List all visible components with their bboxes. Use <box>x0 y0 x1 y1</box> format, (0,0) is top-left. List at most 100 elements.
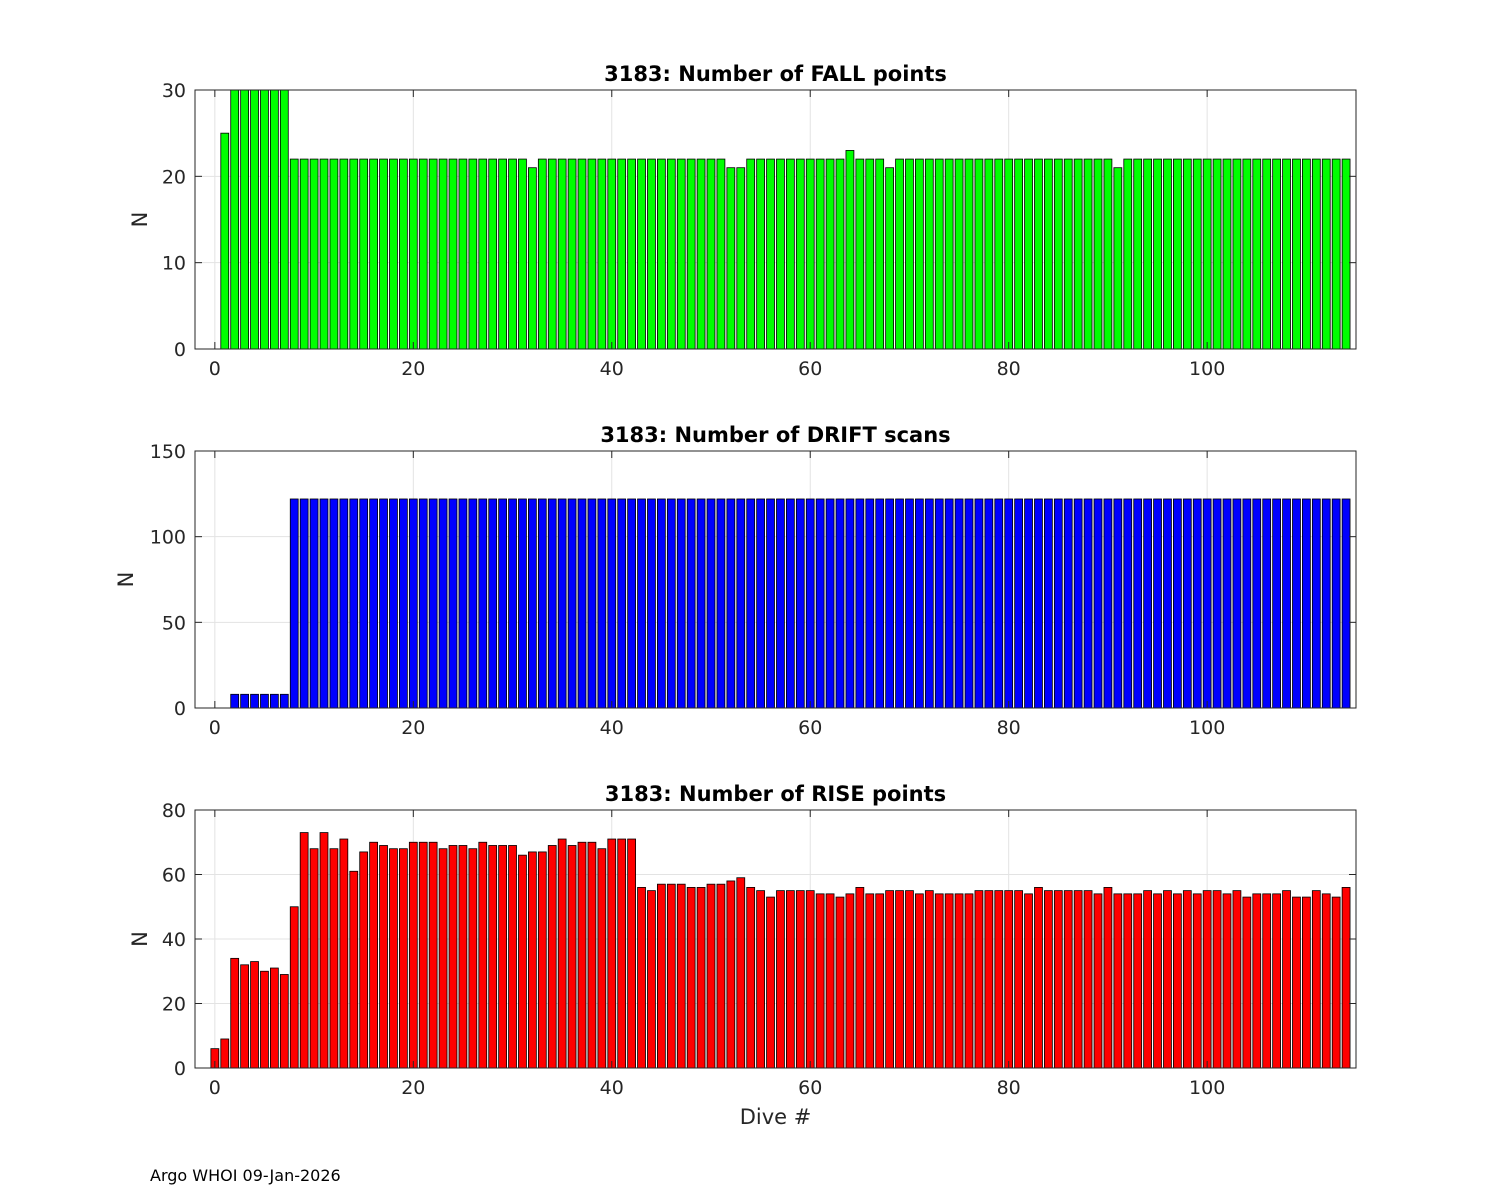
bar <box>428 158 438 350</box>
bar <box>1093 158 1103 350</box>
bar <box>508 845 517 1069</box>
bar <box>349 498 359 709</box>
bar <box>1034 887 1043 1069</box>
x-tick-label: 0 <box>209 1077 221 1099</box>
y-axis-label: N <box>128 212 152 228</box>
bar <box>577 498 587 709</box>
bar <box>934 158 944 350</box>
bar <box>1004 498 1014 709</box>
bar <box>1292 896 1301 1069</box>
bar <box>557 158 567 350</box>
bar <box>1163 498 1172 709</box>
axes-box <box>194 450 1357 709</box>
x-tick-label: 60 <box>798 717 822 739</box>
bar <box>468 498 478 709</box>
x-tick-label: 100 <box>1189 358 1225 380</box>
bar <box>408 841 418 1069</box>
bar <box>428 498 438 709</box>
bar <box>537 851 547 1069</box>
bar <box>825 498 835 709</box>
bar <box>1103 158 1113 350</box>
bar <box>458 845 468 1069</box>
bar <box>895 498 904 709</box>
bar <box>597 498 607 709</box>
bar <box>855 498 865 709</box>
bar <box>1331 896 1341 1069</box>
bar <box>726 880 736 1069</box>
bar <box>825 893 835 1069</box>
bar <box>260 970 269 1069</box>
bar <box>706 883 716 1069</box>
bar <box>984 890 994 1069</box>
bar <box>230 693 240 709</box>
bar <box>547 498 557 709</box>
bar <box>260 693 269 709</box>
bar <box>1133 158 1143 350</box>
bar <box>537 498 547 709</box>
bar <box>220 1038 230 1069</box>
bar <box>270 693 279 709</box>
bar <box>359 851 369 1069</box>
chart-panel-2: 0 20 40 60 80 100 0 50 100 150 3183: Number of DRI… <box>114 423 1357 739</box>
bar <box>1212 890 1222 1069</box>
bar <box>617 838 627 1069</box>
bar <box>498 498 507 709</box>
bar <box>1282 158 1291 350</box>
bar <box>1083 498 1093 709</box>
bar <box>647 890 656 1069</box>
x-tick-label: 80 <box>997 717 1021 739</box>
bar <box>438 158 448 350</box>
bar <box>964 893 974 1069</box>
bar <box>1083 158 1093 350</box>
bar <box>607 498 617 709</box>
bar <box>478 158 488 350</box>
bar <box>756 890 765 1069</box>
bar <box>1113 893 1123 1069</box>
bar <box>289 158 299 350</box>
bar <box>1182 498 1192 709</box>
bar <box>905 890 914 1069</box>
bar <box>1113 498 1123 709</box>
bar <box>1222 498 1232 709</box>
x-tick-label: 20 <box>401 358 425 380</box>
bar <box>329 158 339 350</box>
bar <box>448 845 458 1069</box>
y-axis-label: N <box>114 572 138 588</box>
plot-area <box>195 451 1356 708</box>
bar <box>1014 158 1023 350</box>
y-axis-label: N <box>128 931 152 947</box>
bar <box>408 498 418 709</box>
bar <box>676 498 686 709</box>
bar <box>1202 890 1212 1069</box>
bar <box>1282 890 1291 1069</box>
bar <box>309 498 319 709</box>
bar <box>627 838 636 1069</box>
bar <box>776 890 785 1069</box>
bar <box>389 498 398 709</box>
bar <box>875 498 885 709</box>
bar <box>1153 498 1162 709</box>
bar <box>1123 158 1133 350</box>
x-tick-label: 20 <box>401 717 425 739</box>
bar <box>766 498 775 709</box>
bar <box>567 498 577 709</box>
bar <box>1282 498 1291 709</box>
bar <box>1321 498 1331 709</box>
y-tick-label: 0 <box>174 1058 186 1080</box>
bar <box>1053 498 1063 709</box>
bar <box>1063 158 1073 350</box>
y-tick-label: 0 <box>174 698 186 720</box>
bar <box>468 848 478 1069</box>
bar <box>934 498 944 709</box>
bar <box>895 158 904 350</box>
bar <box>379 498 388 709</box>
bar <box>1192 893 1202 1069</box>
bar <box>1034 158 1043 350</box>
y-tick-label: 80 <box>162 800 186 822</box>
bar <box>786 158 795 350</box>
bar <box>498 845 507 1069</box>
bar <box>289 498 299 709</box>
bar <box>815 158 825 350</box>
bar <box>468 158 478 350</box>
bar <box>1143 498 1152 709</box>
